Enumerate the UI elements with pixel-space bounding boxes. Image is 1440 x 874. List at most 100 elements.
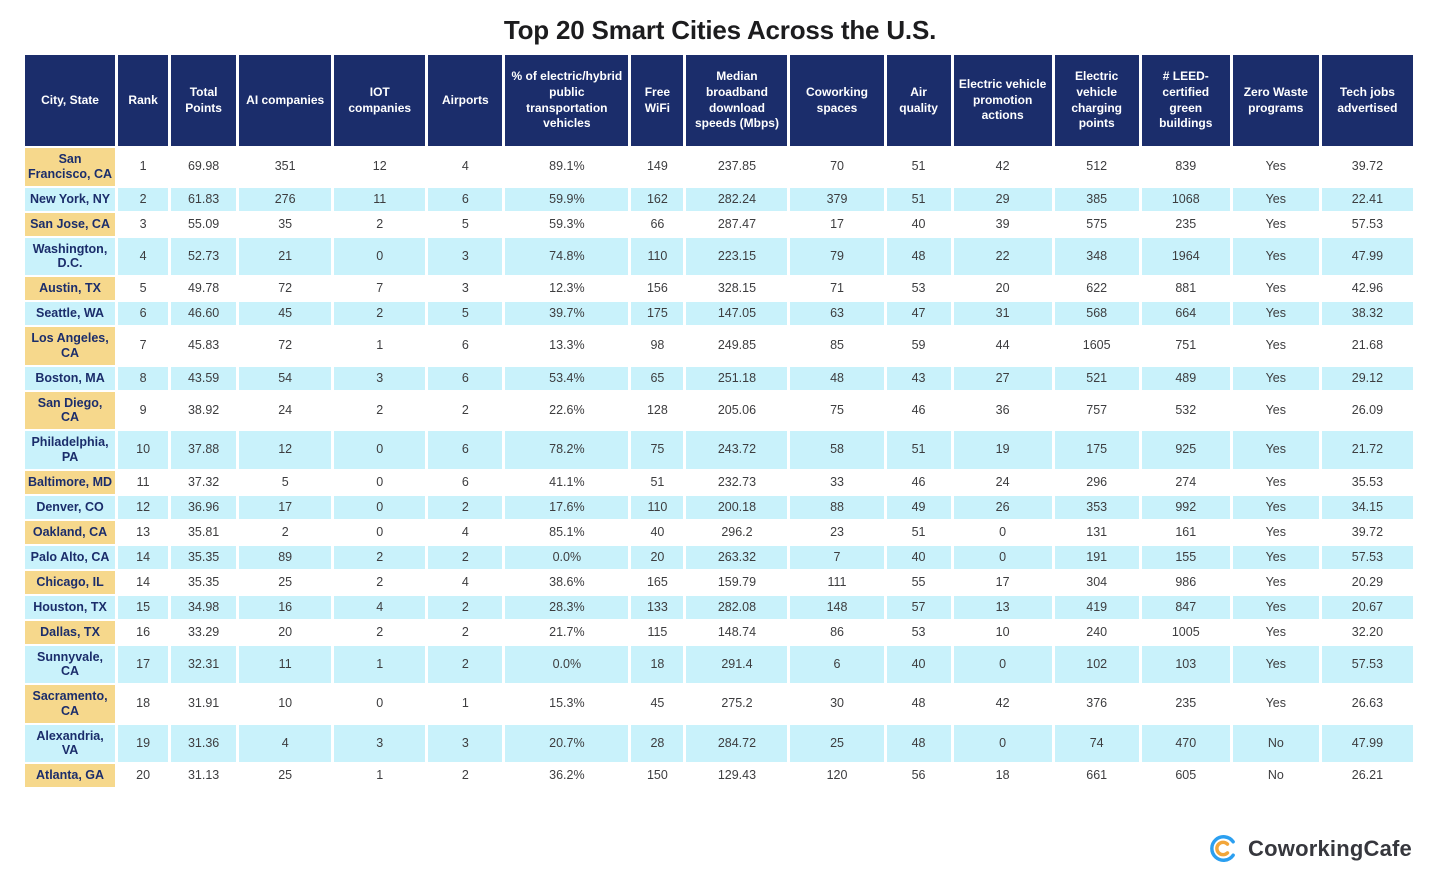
data-cell: 2 — [428, 645, 503, 683]
city-cell: Seattle, WA — [25, 302, 116, 325]
data-cell: 0 — [334, 431, 426, 469]
column-header-15: Zero Waste programs — [1232, 55, 1319, 146]
data-cell: 42 — [953, 685, 1052, 723]
data-cell: 165 — [631, 570, 684, 594]
data-cell: 14 — [118, 545, 169, 569]
data-cell: 55 — [886, 570, 951, 594]
data-cell: 6 — [428, 327, 503, 365]
data-cell: 74 — [1054, 724, 1139, 762]
table-row-19: Sacramento, CA 18 31.91 10 0 1 15.3% 45 275.2 30 4… — [25, 685, 1413, 723]
city-cell: San Francisco, CA — [25, 148, 116, 186]
data-cell: 18 — [953, 764, 1052, 787]
data-cell: 79 — [790, 237, 884, 275]
data-cell: 249.85 — [686, 327, 788, 365]
data-cell: 59.3% — [505, 212, 629, 236]
data-cell: 205.06 — [686, 391, 788, 429]
data-cell: 7 — [334, 277, 426, 300]
data-cell: 41.1% — [505, 470, 629, 494]
data-cell: 48 — [886, 724, 951, 762]
column-header-8: Free WiFi — [631, 55, 684, 146]
data-cell: 1 — [428, 685, 503, 723]
data-cell: 98 — [631, 327, 684, 365]
data-cell: 24 — [953, 470, 1052, 494]
column-header-12: Electric vehicle promotion actions — [953, 55, 1052, 146]
data-cell: 31.13 — [171, 764, 237, 787]
data-cell: 20 — [631, 545, 684, 569]
column-header-1: City, State — [25, 55, 116, 146]
data-cell: 328.15 — [686, 277, 788, 300]
data-cell: 5 — [239, 470, 332, 494]
data-cell: 47.99 — [1321, 237, 1413, 275]
table-row-3: San Jose, CA 3 55.09 35 2 5 59.3% 66 287.47 17 40 3… — [25, 212, 1413, 236]
table-row-9: San Diego, CA 9 38.92 24 2 2 22.6% 128 205.06 75 4… — [25, 391, 1413, 429]
data-cell: 12 — [118, 495, 169, 519]
table-row-18: Sunnyvale, CA 17 32.31 11 1 2 0.0% 18 291.4 6 40 0 1… — [25, 645, 1413, 683]
data-cell: 12 — [239, 431, 332, 469]
data-cell: 21.68 — [1321, 327, 1413, 365]
data-cell: 4 — [428, 148, 503, 186]
data-cell: 17 — [239, 495, 332, 519]
column-header-5: IOT companies — [334, 55, 426, 146]
data-cell: 10 — [239, 685, 332, 723]
data-cell: 103 — [1141, 645, 1230, 683]
data-cell: 35.35 — [171, 570, 237, 594]
data-cell: 35 — [239, 212, 332, 236]
data-cell: 85.1% — [505, 520, 629, 544]
data-cell: 43 — [886, 366, 951, 390]
data-cell: 274 — [1141, 470, 1230, 494]
data-cell: 7 — [790, 545, 884, 569]
data-cell: 33.29 — [171, 620, 237, 644]
data-cell: 31 — [953, 302, 1052, 325]
data-cell: 88 — [790, 495, 884, 519]
table-row-4: Washington, D.C. 4 52.73 21 0 3 74.8% 110 223.15… — [25, 237, 1413, 275]
data-cell: 291.4 — [686, 645, 788, 683]
header-row: City, State Rank Total Points AI companies I… — [25, 55, 1413, 146]
data-cell: 72 — [239, 277, 332, 300]
data-cell: 2 — [239, 520, 332, 544]
data-cell: 17 — [118, 645, 169, 683]
data-cell: 13 — [953, 595, 1052, 619]
data-cell: 622 — [1054, 277, 1139, 300]
data-cell: 22.6% — [505, 391, 629, 429]
data-cell: 75 — [790, 391, 884, 429]
data-cell: 605 — [1141, 764, 1230, 787]
column-header-14: # LEED-certified green buildings — [1141, 55, 1230, 146]
data-cell: Yes — [1232, 391, 1319, 429]
column-header-13: Electric vehicle charging points — [1054, 55, 1139, 146]
data-cell: 26.63 — [1321, 685, 1413, 723]
data-cell: 2 — [428, 545, 503, 569]
table-row-15: Chicago, IL 14 35.35 25 2 4 38.6% 165 159.79 111 5… — [25, 570, 1413, 594]
data-cell: 20 — [239, 620, 332, 644]
data-cell: Yes — [1232, 495, 1319, 519]
data-cell: 36.96 — [171, 495, 237, 519]
data-cell: 2 — [334, 545, 426, 569]
data-cell: 78.2% — [505, 431, 629, 469]
data-cell: 48 — [790, 366, 884, 390]
city-cell: Houston, TX — [25, 595, 116, 619]
data-cell: 6 — [428, 366, 503, 390]
data-cell: 1 — [334, 645, 426, 683]
data-cell: 2 — [428, 595, 503, 619]
column-header-2: Rank — [118, 55, 169, 146]
data-cell: 51 — [886, 148, 951, 186]
data-cell: 757 — [1054, 391, 1139, 429]
data-cell: 348 — [1054, 237, 1139, 275]
data-cell: 86 — [790, 620, 884, 644]
data-cell: 243.72 — [686, 431, 788, 469]
data-cell: 131 — [1054, 520, 1139, 544]
data-cell: 48 — [886, 685, 951, 723]
data-cell: 48 — [886, 237, 951, 275]
data-cell: 35.81 — [171, 520, 237, 544]
data-cell: 17 — [790, 212, 884, 236]
data-cell: 57 — [886, 595, 951, 619]
data-cell: 33 — [790, 470, 884, 494]
data-cell: 46 — [886, 470, 951, 494]
data-cell: 43.59 — [171, 366, 237, 390]
table-row-16: Houston, TX 15 34.98 16 4 2 28.3% 133 282.08 148 5… — [25, 595, 1413, 619]
data-cell: 57.53 — [1321, 212, 1413, 236]
data-cell: 235 — [1141, 212, 1230, 236]
city-cell: Washington, D.C. — [25, 237, 116, 275]
data-cell: 120 — [790, 764, 884, 787]
data-cell: 89 — [239, 545, 332, 569]
data-cell: 521 — [1054, 366, 1139, 390]
